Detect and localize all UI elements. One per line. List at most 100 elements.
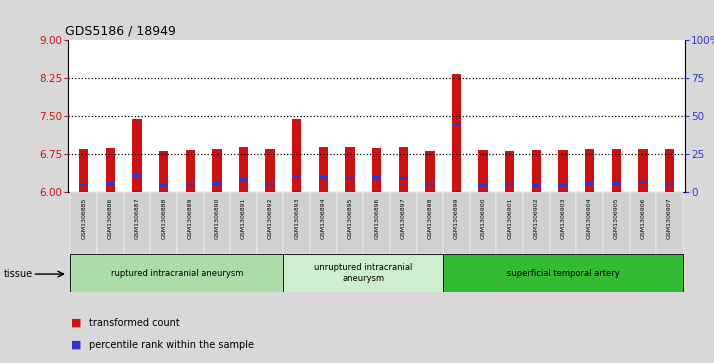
Bar [106,182,115,185]
Bar [390,192,416,254]
Bar [106,148,115,192]
Bar [257,192,283,254]
Bar [550,192,576,254]
Bar [585,149,594,192]
Text: GSM1306896: GSM1306896 [374,197,379,239]
Text: GSM1306893: GSM1306893 [294,197,299,239]
Bar [132,119,141,192]
Bar [292,175,301,178]
Text: percentile rank within the sample: percentile rank within the sample [89,340,254,350]
Bar [177,192,203,254]
Text: GSM1306897: GSM1306897 [401,197,406,239]
Bar [97,192,124,254]
Bar [523,192,550,254]
Text: GSM1306904: GSM1306904 [587,197,592,239]
Bar [318,147,328,192]
Bar [532,150,541,192]
Bar [558,150,568,192]
Text: GSM1306900: GSM1306900 [481,197,486,239]
Bar [283,254,443,292]
Bar [426,183,435,186]
Text: transformed count: transformed count [89,318,180,328]
Bar [239,147,248,192]
Bar [416,192,443,254]
Bar [496,192,523,254]
Text: GSM1306905: GSM1306905 [614,197,619,239]
Bar [398,177,408,180]
Text: GSM1306901: GSM1306901 [507,197,512,239]
Text: GSM1306895: GSM1306895 [348,197,353,239]
Bar [603,192,630,254]
Text: GDS5186 / 18949: GDS5186 / 18949 [65,24,176,37]
Bar [505,151,514,192]
Bar [665,149,674,192]
Bar [79,149,89,192]
Text: GSM1306890: GSM1306890 [214,197,219,239]
Bar [532,184,541,187]
Text: GSM1306889: GSM1306889 [188,197,193,239]
Bar [478,150,488,192]
Bar [665,183,674,186]
Text: GSM1306906: GSM1306906 [640,197,645,239]
Bar [151,192,177,254]
Bar [203,192,230,254]
Text: ■: ■ [71,340,82,350]
Text: unruptured intracranial
aneurysm: unruptured intracranial aneurysm [314,264,413,283]
Bar [239,178,248,181]
Bar [398,147,408,192]
Bar [132,174,141,177]
Text: superficial temporal artery: superficial temporal artery [507,269,619,278]
Text: GSM1306886: GSM1306886 [108,197,113,239]
Bar [283,192,310,254]
Text: GSM1306891: GSM1306891 [241,197,246,239]
Bar [159,184,169,187]
Bar [630,192,656,254]
Bar [186,183,195,186]
Text: GSM1306887: GSM1306887 [134,197,139,239]
Text: GSM1306898: GSM1306898 [428,197,433,239]
Bar [71,192,97,254]
Bar [230,192,257,254]
Bar [212,149,221,192]
Bar [452,74,461,192]
Text: GSM1306888: GSM1306888 [161,197,166,239]
Text: ruptured intracranial aneurysm: ruptured intracranial aneurysm [111,269,243,278]
Bar [612,182,621,185]
Text: GSM1306885: GSM1306885 [81,197,86,239]
Text: ■: ■ [71,318,82,328]
Bar [372,176,381,179]
Bar [346,177,355,180]
Bar [71,254,283,292]
Bar [470,192,496,254]
Bar [443,192,470,254]
Bar [186,150,195,192]
Bar [638,181,648,184]
Bar [159,151,169,192]
Bar [337,192,363,254]
Bar [505,183,514,186]
Bar [212,182,221,185]
Text: GSM1306907: GSM1306907 [667,197,672,239]
Bar [612,149,621,192]
Text: GSM1306902: GSM1306902 [534,197,539,239]
Bar [372,148,381,192]
Bar [363,192,390,254]
Bar [426,151,435,192]
Text: GSM1306899: GSM1306899 [454,197,459,239]
Text: GSM1306894: GSM1306894 [321,197,326,239]
Bar [310,192,337,254]
Text: GSM1306903: GSM1306903 [560,197,565,239]
Bar [266,149,275,192]
Bar [638,149,648,192]
Text: tissue: tissue [4,269,33,279]
Bar [318,176,328,179]
Bar [292,119,301,192]
Bar [478,184,488,187]
Bar [443,254,683,292]
Bar [124,192,151,254]
Bar [452,123,461,126]
Text: GSM1306892: GSM1306892 [268,197,273,239]
Bar [576,192,603,254]
Bar [266,183,275,186]
Bar [346,147,355,192]
